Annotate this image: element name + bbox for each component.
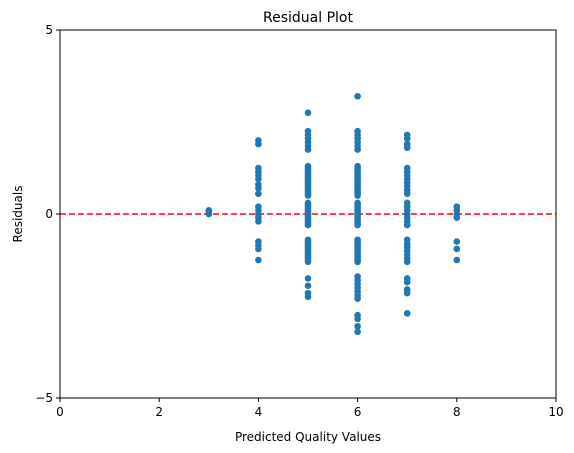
x-tick-label: 4: [255, 405, 263, 419]
scatter-point: [403, 310, 411, 317]
scatter-point: [403, 258, 411, 266]
scatter-point: [403, 144, 411, 152]
scatter-point: [304, 258, 312, 266]
scatter-point: [453, 214, 461, 221]
scatter-point: [354, 322, 361, 330]
scatter-point: [453, 245, 461, 253]
scatter-point: [354, 192, 361, 199]
x-tick-label: 8: [453, 405, 461, 419]
scatter-point: [354, 221, 361, 229]
ticks-layer: 0 2 4 6 8 10−505: [35, 23, 563, 419]
scatter-point: [205, 210, 213, 218]
scatter-point: [304, 293, 312, 301]
scatter-point: [255, 245, 262, 253]
scatter-point: [255, 256, 262, 264]
scatter-point: [304, 221, 312, 229]
scatter-point: [403, 221, 411, 229]
scatter-point: [304, 282, 312, 290]
chart-title: Residual Plot: [263, 10, 353, 26]
scatter-point: [354, 328, 361, 336]
scatter-point: [403, 278, 411, 286]
scatter-point: [304, 146, 312, 153]
x-axis-label: Predicted Quality Values: [235, 430, 381, 444]
scatter-point: [403, 289, 411, 297]
scatter-point: [354, 146, 361, 153]
y-tick-label: −5: [35, 391, 53, 405]
scatter-point: [354, 295, 361, 302]
scatter-point: [354, 258, 361, 266]
x-tick-label: 0: [56, 405, 64, 419]
x-tick-label: 10: [548, 405, 563, 419]
scatter-point: [304, 192, 312, 199]
scatter-point: [354, 315, 361, 323]
points-layer: [205, 92, 461, 336]
y-axis-label: Residuals: [11, 186, 25, 243]
y-tick-label: 0: [45, 207, 53, 221]
scatter-point: [304, 109, 312, 117]
x-tick-label: 6: [354, 405, 362, 419]
y-tick-label: 5: [45, 23, 53, 37]
scatter-point: [354, 92, 361, 100]
x-tick-label: 2: [155, 405, 163, 419]
scatter-point: [255, 175, 262, 183]
scatter-point: [255, 184, 262, 192]
scatter-point: [255, 140, 262, 148]
scatter-point: [403, 190, 411, 198]
scatter-point: [453, 238, 461, 245]
scatter-point: [255, 190, 262, 198]
scatter-point: [403, 135, 411, 142]
scatter-point: [304, 275, 312, 282]
scatter-point: [453, 256, 461, 264]
scatter-point: [255, 218, 262, 225]
